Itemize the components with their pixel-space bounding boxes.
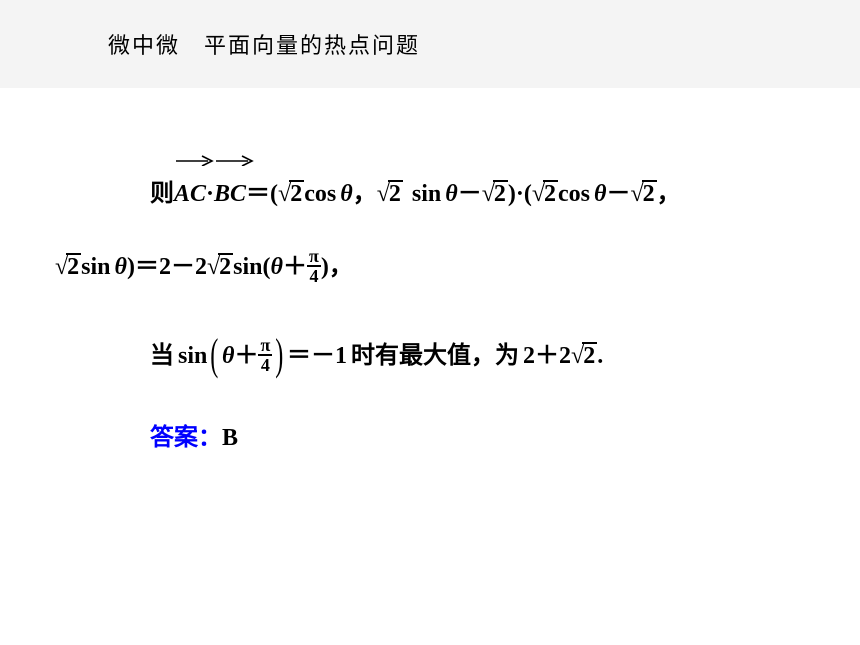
equals: ＝ xyxy=(246,181,270,207)
content-area: 则AC·BC＝(√2cosθ，√2sinθ－√2)·(√2cosθ－√2， √2… xyxy=(0,88,860,465)
fraction-pi-4: π4 xyxy=(258,336,272,374)
vec-bc-text: BC xyxy=(214,181,246,207)
big-paren-open: ( xyxy=(211,336,219,373)
sqrt-2: √2 xyxy=(55,241,81,294)
frac-num: π xyxy=(307,247,321,267)
page-title: 微中微 平面向量的热点问题 xyxy=(108,28,420,60)
num-2: 2 xyxy=(195,254,207,280)
cjk-comma: ， xyxy=(329,254,353,280)
theta: θ xyxy=(222,343,234,369)
answer-line: 答案：B xyxy=(150,412,810,465)
header-band: 微中微 平面向量的热点问题 xyxy=(0,0,860,88)
equation-line-3: 当sin(θ＋π4)＝－1时有最大值，为2＋2√2. xyxy=(150,330,810,383)
num-1: 1 xyxy=(335,343,347,369)
comma: ， xyxy=(657,181,681,207)
open-paren: ( xyxy=(270,181,278,207)
minus: － xyxy=(171,254,195,280)
frac-den: 4 xyxy=(258,356,272,374)
equals: ＝ xyxy=(135,254,159,280)
sqrt-2-a: √2 xyxy=(278,168,304,221)
equals: ＝ xyxy=(287,343,311,369)
cos: cos xyxy=(558,181,590,207)
frac-den: 4 xyxy=(307,267,321,285)
text-then: 则 xyxy=(150,181,174,207)
sin-open: sin( xyxy=(233,254,270,280)
minus: － xyxy=(458,181,482,207)
sqrt-2: √2 xyxy=(207,241,233,294)
fraction-pi-4: π4 xyxy=(307,247,321,285)
plus: ＋ xyxy=(283,254,307,280)
plus: ＋ xyxy=(234,343,258,369)
vector-bc: BC xyxy=(214,168,246,221)
neg: － xyxy=(311,343,335,369)
theta: θ xyxy=(115,254,127,280)
theta: θ xyxy=(271,254,283,280)
minus: － xyxy=(607,181,631,207)
answer-value: B xyxy=(222,425,238,451)
theta: θ xyxy=(445,181,457,207)
sqrt-2-c: √2 xyxy=(482,168,508,221)
equation-line-2: √2sinθ)＝2－2√2sin(θ＋π4)， xyxy=(55,241,810,294)
theta: θ xyxy=(594,181,606,207)
num-2: 2 xyxy=(559,343,571,369)
text-when: 当 xyxy=(150,343,174,369)
sin: sin xyxy=(412,181,441,207)
plus: ＋ xyxy=(535,343,559,369)
dot-op: · xyxy=(206,181,214,207)
num-2: 2 xyxy=(159,254,171,280)
sin: sin xyxy=(178,343,207,369)
text-max: 时有最大值，为 xyxy=(351,343,519,369)
sqrt-2-b: √2 xyxy=(377,168,403,221)
num-2: 2 xyxy=(523,343,535,369)
theta: θ xyxy=(340,181,352,207)
frac-num: π xyxy=(258,336,272,356)
vec-ac-text: AC xyxy=(174,181,206,207)
vector-ac: AC xyxy=(174,168,206,221)
close-paren: ) xyxy=(321,254,329,280)
close-paren: ) xyxy=(127,254,135,280)
sqrt-2: √2 xyxy=(571,330,597,383)
sqrt-2-d: √2 xyxy=(532,168,558,221)
sqrt-2-e: √2 xyxy=(631,168,657,221)
sin: sin xyxy=(81,254,110,280)
comma: ， xyxy=(353,181,377,207)
equation-line-1: 则AC·BC＝(√2cosθ，√2sinθ－√2)·(√2cosθ－√2， xyxy=(150,168,810,221)
cos: cos xyxy=(304,181,336,207)
answer-label: 答案： xyxy=(150,424,222,451)
period: . xyxy=(597,343,603,369)
close-dot-open: )·( xyxy=(508,181,532,207)
big-paren-close: ) xyxy=(276,336,284,373)
